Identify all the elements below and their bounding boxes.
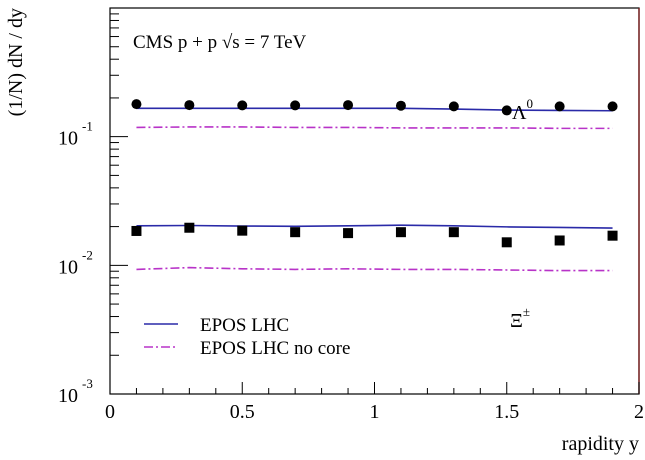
xi-data-point [184,223,194,233]
lambda-label-sup: 0 [527,96,534,111]
lambda-data-point [131,99,141,109]
lambda-label: Λ0 [512,96,533,124]
xi-data-point [449,227,459,237]
lambda-data-point [396,101,406,111]
y-tick-exponent: -3 [82,376,93,391]
x-tick-label: 1 [370,401,380,423]
xi-data-point [290,227,300,237]
y-tick-exponent: -1 [82,119,93,134]
lambda-data-point [555,101,565,111]
lambda-data-point [184,100,194,110]
epos-lhc-no-core-curve [136,127,612,128]
xi-label-text: Ξ [510,310,523,332]
x-tick-label: 2 [634,401,644,423]
x-axis-label: rapidity y [562,433,639,455]
y-axis-label: (1/N) dN / dy [5,8,27,116]
x-tick-label: 0.5 [230,401,255,423]
xi-data-point [237,226,247,236]
lambda-data-point [237,100,247,110]
xi-data-point [343,228,353,238]
lambda-data-point [502,105,512,115]
y-tick-label: 10 [58,385,78,407]
lambda-data-point [449,101,459,111]
y-axis-ticks: 10 -1 10 -2 10 -3 [58,14,128,407]
lambda-data-point [343,100,353,110]
epos-lhc-curve [136,225,612,228]
model-curves [136,108,612,270]
plot-frame [110,8,639,394]
legend: EPOS LHC EPOS LHC no core [144,315,350,359]
xi-data-point [131,226,141,236]
x-axis-ticks: 0 0.5 1 1.5 2 [105,382,644,423]
xi-label-sup: ± [523,304,530,319]
epos-lhc-no-core-curve [136,268,612,271]
lambda-data-point [290,100,300,110]
x-tick-label: 1.5 [494,401,519,423]
xi-data-point [555,235,565,245]
xi-data-point [502,237,512,247]
xi-data-point [396,227,406,237]
legend-label-epos: EPOS LHC [200,315,289,336]
legend-label-epos-no-core: EPOS LHC no core [200,338,350,359]
y-tick-exponent: -2 [82,247,93,262]
x-tick-label: 0 [105,401,115,423]
xi-label: Ξ± [510,304,530,332]
xi-data-point [608,231,618,241]
lambda-label-text: Λ [512,102,527,124]
chart-title: CMS p + p √s = 7 TeV [133,32,307,53]
y-tick-label: 10 [58,128,78,150]
lambda-data-point [608,101,618,111]
epos-lhc-curve [136,108,612,110]
y-tick-label: 10 [58,256,78,278]
